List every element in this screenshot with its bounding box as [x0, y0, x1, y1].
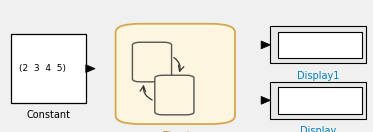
FancyBboxPatch shape: [132, 42, 172, 82]
Polygon shape: [261, 41, 270, 49]
Text: Chart: Chart: [160, 131, 191, 132]
Text: (2  3  4  5): (2 3 4 5): [19, 64, 66, 73]
Text: Display: Display: [300, 126, 336, 132]
Text: Display1: Display1: [297, 71, 339, 81]
Bar: [270, 26, 366, 63]
FancyBboxPatch shape: [155, 75, 194, 115]
Bar: [278, 87, 362, 114]
Bar: [270, 82, 366, 119]
FancyBboxPatch shape: [116, 24, 235, 124]
Polygon shape: [86, 65, 95, 73]
Bar: [278, 32, 362, 58]
Polygon shape: [261, 96, 270, 104]
Bar: [11, 34, 86, 103]
Text: Constant: Constant: [26, 110, 70, 120]
